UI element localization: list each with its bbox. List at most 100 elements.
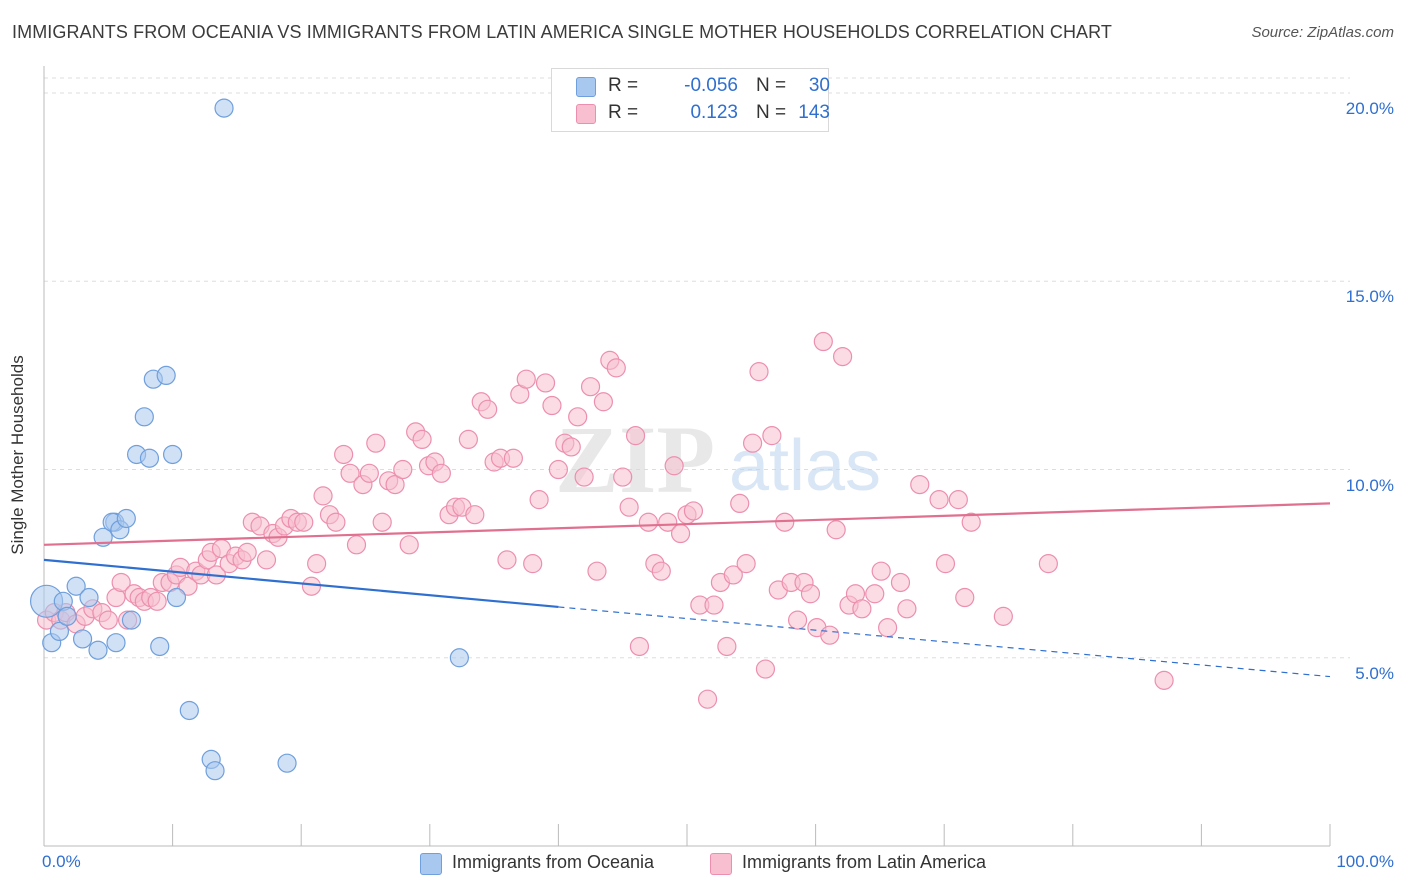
latin-america-trend-line xyxy=(43,502,1331,546)
latin-america-point xyxy=(749,362,769,382)
latin-america-point xyxy=(800,584,821,604)
x-tick-label-min: 0.0% xyxy=(42,852,81,871)
latin-america-point xyxy=(548,459,569,480)
oceania-point xyxy=(116,508,136,529)
latin-america-point xyxy=(237,542,257,562)
latin-america-point xyxy=(736,554,756,574)
latin-america-point xyxy=(1154,670,1174,690)
oceania-point xyxy=(57,606,77,626)
bottom-legend-swatch-latin xyxy=(710,853,732,875)
latin-america-point xyxy=(852,599,872,619)
oceania-point xyxy=(156,365,176,386)
latin-america-point xyxy=(638,512,659,532)
legend-r-value: -0.056 xyxy=(684,75,738,96)
latin-america-point xyxy=(897,599,917,619)
oceania-point xyxy=(66,576,86,596)
oceania-point xyxy=(179,700,199,721)
latin-america-point xyxy=(910,474,930,495)
oceania-trend-extension xyxy=(558,606,1331,678)
oceania-point xyxy=(121,610,142,630)
latin-america-point xyxy=(762,426,782,446)
latin-america-point xyxy=(890,572,911,593)
y-tick-label: 20.0% xyxy=(1345,99,1394,119)
latin-america-point xyxy=(717,636,737,657)
latin-america-point xyxy=(561,437,581,457)
oceania-point xyxy=(163,444,183,465)
bottom-legend-label-latin: Immigrants from Latin America xyxy=(742,852,987,872)
oceania-point xyxy=(139,448,160,468)
latin-america-point xyxy=(993,606,1013,626)
oceania-point xyxy=(79,587,99,608)
latin-america-points xyxy=(36,331,1174,709)
oceania-point xyxy=(88,640,108,660)
legend-n-label: N = xyxy=(756,102,787,123)
latin-america-point xyxy=(683,501,704,521)
legend-r-label: R = xyxy=(608,75,639,96)
oceania-point xyxy=(49,621,70,642)
latin-america-point xyxy=(431,463,451,483)
latin-america-point xyxy=(516,369,536,389)
grid-lines xyxy=(44,77,1350,659)
oceania-point xyxy=(205,761,225,781)
trend-lines xyxy=(43,502,1331,678)
latin-america-point xyxy=(948,490,968,510)
y-tick-label: 5.0% xyxy=(1355,663,1394,683)
legend-swatch-oceania xyxy=(576,77,596,97)
latin-america-point xyxy=(593,392,614,412)
latin-america-point xyxy=(929,490,949,510)
latin-america-point xyxy=(503,448,523,468)
latin-america-point xyxy=(787,610,808,630)
axes xyxy=(43,66,1331,847)
latin-america-point xyxy=(346,535,367,555)
latin-america-point xyxy=(820,625,840,645)
latin-america-point xyxy=(580,377,601,397)
x-tick-label-max: 100.0% xyxy=(1336,852,1394,871)
latin-america-point xyxy=(670,523,691,544)
latin-america-point xyxy=(865,584,885,604)
latin-america-point xyxy=(587,561,607,581)
latin-america-point xyxy=(955,587,975,608)
latin-america-point xyxy=(147,591,167,611)
latin-america-point xyxy=(393,459,413,480)
latin-america-point xyxy=(935,554,956,574)
correlation-legend: R = -0.056 N = 30 R = 0.123 N = 143 xyxy=(551,68,830,132)
chart-title: IMMIGRANTS FROM OCEANIA VS IMMIGRANTS FR… xyxy=(12,22,1113,42)
latin-america-point xyxy=(178,576,198,596)
latin-america-point xyxy=(1038,554,1058,574)
latin-america-point xyxy=(730,493,750,514)
latin-america-point xyxy=(465,505,485,525)
source-credit: Source: ZipAtlas.com xyxy=(1251,24,1394,41)
latin-america-point xyxy=(651,561,671,581)
y-tick-label: 10.0% xyxy=(1345,475,1394,495)
latin-america-point xyxy=(98,610,118,630)
oceania-point xyxy=(214,98,234,118)
legend-swatch-latin xyxy=(576,104,596,124)
oceania-point xyxy=(72,629,93,649)
latin-america-point xyxy=(613,467,633,487)
latin-america-point xyxy=(658,512,678,532)
legend-r-value: 0.123 xyxy=(690,102,738,123)
oceania-points xyxy=(29,98,469,781)
latin-america-point xyxy=(313,486,333,506)
latin-america-point xyxy=(833,346,853,367)
legend-n-value: 30 xyxy=(808,75,830,96)
y-tick-label: 15.0% xyxy=(1345,287,1394,307)
oceania-point xyxy=(134,407,154,427)
latin-america-point xyxy=(497,550,517,570)
latin-america-point xyxy=(568,407,588,427)
latin-america-point xyxy=(478,399,498,419)
latin-america-point xyxy=(606,358,626,378)
bottom-legend-label-oceania: Immigrants from Oceania xyxy=(452,852,655,872)
latin-america-point xyxy=(742,433,763,453)
oceania-point xyxy=(277,753,297,773)
latin-america-point xyxy=(529,490,549,510)
latin-america-point xyxy=(625,426,646,446)
latin-america-point xyxy=(878,618,898,638)
latin-america-point xyxy=(826,520,846,540)
latin-america-point xyxy=(523,554,543,574)
latin-america-point xyxy=(629,636,650,657)
oceania-point xyxy=(449,648,469,668)
latin-america-point xyxy=(366,433,386,453)
bottom-legend-swatch-oceania xyxy=(420,853,442,875)
latin-america-point xyxy=(458,429,478,450)
